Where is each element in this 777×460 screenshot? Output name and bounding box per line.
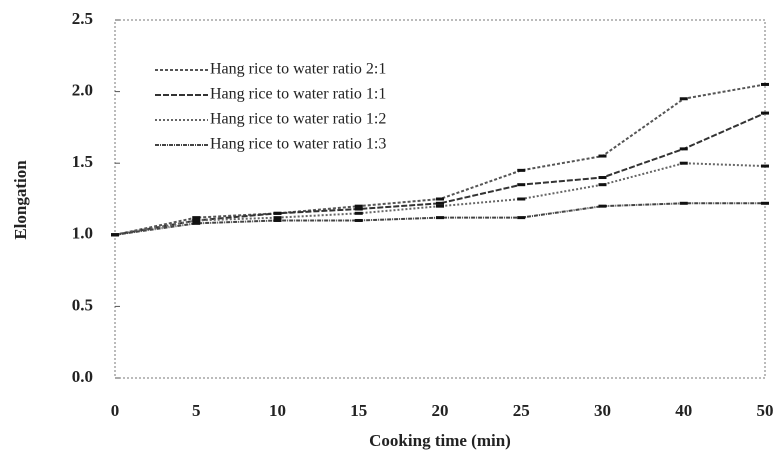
x-tick-label: 5 bbox=[192, 401, 201, 420]
y-axis-label: Elongation bbox=[11, 160, 30, 240]
x-tick-label: 10 bbox=[269, 401, 286, 420]
y-tick-label: 0.5 bbox=[72, 295, 93, 314]
y-tick-label: 2.5 bbox=[72, 9, 93, 28]
x-tick-label: 25 bbox=[513, 401, 530, 420]
legend-label: Hang rice to water ratio 1:1 bbox=[210, 86, 386, 103]
x-tick-label: 30 bbox=[594, 401, 611, 420]
legend-label: Hang rice to water ratio 1:2 bbox=[210, 111, 386, 128]
chart: Cooking time (min) Elongation 0.0 0.5 1.0 1… bbox=[0, 0, 777, 460]
y-tick-label: 0.0 bbox=[72, 367, 93, 386]
series-line bbox=[115, 84, 765, 234]
x-tick-label: 40 bbox=[675, 401, 692, 420]
x-tick-label: 20 bbox=[432, 401, 449, 420]
y-tick-label: 1.5 bbox=[72, 152, 93, 171]
legend-label: Hang rice to water ratio 2:1 bbox=[210, 61, 386, 78]
x-tick-label: 50 bbox=[757, 401, 774, 420]
x-tick-label: 0 bbox=[111, 401, 120, 420]
x-tick-label: 15 bbox=[350, 401, 367, 420]
y-tick-label: 1.0 bbox=[72, 224, 93, 243]
x-axis-label: Cooking time (min) bbox=[369, 431, 511, 450]
y-tick-label: 2.0 bbox=[72, 81, 93, 100]
legend-label: Hang rice to water ratio 1:3 bbox=[210, 136, 386, 153]
